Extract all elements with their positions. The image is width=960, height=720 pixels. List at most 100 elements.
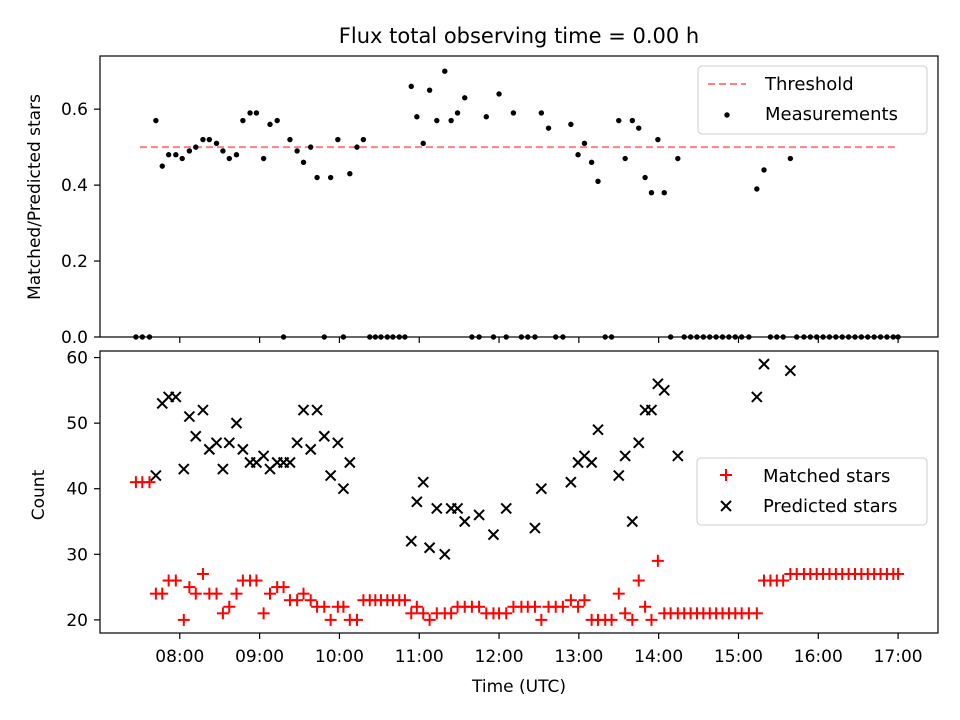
chart-title: Flux total observing time = 0.00 h	[339, 24, 699, 48]
measurement-point	[226, 155, 232, 162]
measurement-point	[260, 155, 267, 162]
predicted-star-point	[439, 548, 451, 561]
predicted-star-point	[487, 528, 500, 541]
measurement-point	[253, 110, 260, 116]
measurement-point	[165, 152, 172, 158]
predicted-star-point	[585, 456, 598, 469]
matched-star-point	[398, 594, 411, 607]
matched-star-point	[445, 607, 458, 620]
measurement-point	[267, 121, 273, 128]
measurement-point	[761, 167, 767, 173]
measurement-point	[287, 136, 293, 143]
predicted-star-point	[284, 456, 296, 469]
measurement-point	[193, 144, 199, 150]
measurement-point	[408, 83, 414, 90]
predicted-star-point	[613, 469, 625, 482]
matched-star-point	[612, 587, 625, 600]
bottom-y-tick-label: 60	[66, 349, 88, 369]
predicted-star-point	[658, 384, 670, 397]
measurement-point	[354, 144, 360, 150]
matched-star-point	[169, 574, 182, 587]
measurement-point	[220, 148, 226, 154]
measurement-point	[462, 95, 468, 101]
predicted-star-point	[592, 423, 604, 436]
matched-star-point	[572, 600, 585, 613]
matched-star-point	[892, 567, 905, 580]
predicted-star-point	[230, 417, 243, 429]
bottom-y-tick-label: 50	[66, 414, 88, 434]
measurement-point	[414, 114, 420, 120]
matched-star-point	[405, 607, 418, 620]
measurement-point	[173, 152, 179, 158]
top-y-tick-label: 0.0	[61, 328, 88, 348]
matched-legend-label: Matched stars	[763, 466, 890, 487]
measurement-point	[510, 110, 517, 116]
top-legend: Threshold Measurements	[697, 65, 928, 135]
x-tick-label: 10:00	[315, 647, 364, 667]
predicted-star-point	[529, 522, 541, 534]
measurement-point	[179, 155, 185, 162]
matched-star-point	[143, 476, 156, 489]
predicted-star-point	[751, 391, 763, 403]
top-y-tick-label: 0.4	[61, 176, 88, 196]
predicted-star-point	[178, 463, 190, 475]
measurement-point	[675, 155, 681, 162]
matched-star-point	[257, 607, 270, 620]
measurement-point	[213, 140, 220, 147]
measurement-point	[575, 152, 581, 158]
threshold-legend-label: Threshold	[764, 74, 854, 95]
x-axis-label: Time (UTC)	[471, 677, 566, 697]
matched-star-point	[250, 574, 263, 587]
matched-star-point	[156, 587, 169, 600]
predicted-star-point	[626, 515, 639, 528]
matched-star-point	[189, 587, 202, 600]
top-panel: Matched/Predicted stars 0.0 0.2 0.4 0.6 Thr…	[25, 55, 939, 348]
matched-star-point	[528, 600, 541, 613]
predicted-star-point	[459, 515, 471, 528]
measurements-legend-swatch	[724, 112, 730, 118]
predicted-star-point	[451, 502, 464, 515]
measurement-point	[581, 140, 588, 147]
measurement-point	[648, 190, 655, 196]
matched-star-point	[651, 554, 664, 567]
measurement-point	[588, 159, 595, 166]
matched-star-point	[223, 600, 236, 613]
matched-star-point	[535, 613, 548, 626]
measurement-point	[787, 155, 794, 162]
measurement-point	[545, 125, 552, 131]
measurement-point	[159, 163, 165, 169]
predicted-star-point	[324, 469, 337, 482]
x-tick-label: 11:00	[395, 647, 444, 667]
measurement-point	[307, 144, 314, 150]
measurement-point	[496, 91, 502, 97]
predicted-star-point	[237, 443, 249, 456]
measurement-point	[274, 117, 280, 124]
measurement-point	[629, 117, 636, 124]
matched-star-point	[423, 613, 436, 626]
measurement-point	[595, 178, 601, 185]
measurement-point	[233, 152, 240, 158]
matched-star-point	[639, 600, 652, 613]
matched-star-point	[210, 587, 223, 600]
matched-star-point	[297, 587, 310, 600]
bottom-legend-box	[696, 457, 928, 526]
measurement-point	[240, 117, 246, 124]
predicted-star-point	[565, 476, 577, 488]
predicted-star-point	[672, 450, 684, 462]
x-tick-label: 16:00	[794, 647, 843, 667]
measurement-point	[538, 110, 545, 116]
matched-star-point	[183, 581, 196, 594]
matched-star-point	[750, 607, 763, 620]
bottom-panel: Count Time (UTC) 20 30 40 50 60 08:00 09:00 10:…	[29, 349, 939, 697]
measurement-point	[448, 117, 454, 124]
x-tick-label: 08:00	[155, 647, 204, 667]
predicted-star-point	[190, 430, 202, 442]
measurement-point	[206, 136, 213, 143]
matched-star-point	[318, 600, 331, 613]
measurement-point	[153, 117, 159, 124]
matched-star-point	[632, 574, 645, 587]
predicted-star-point	[183, 410, 196, 423]
measurement-point	[483, 114, 489, 120]
matched-star-point	[500, 607, 513, 620]
